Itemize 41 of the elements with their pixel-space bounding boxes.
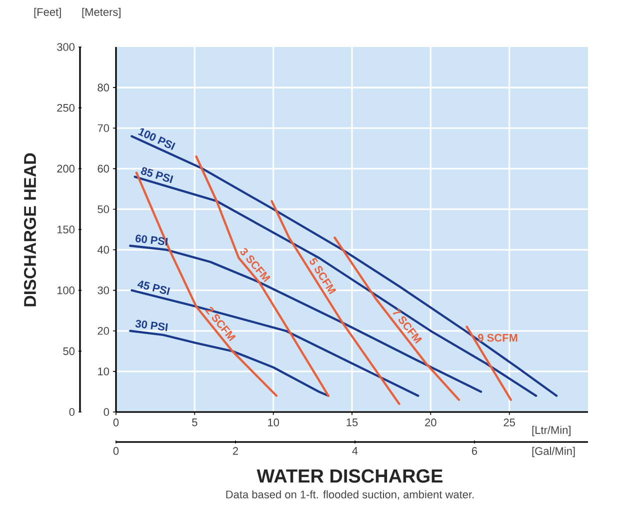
text: [Feet]: [34, 8, 61, 18]
y-axis-title: DISCHARGE HEAD: [24, 153, 36, 306]
y2-tick-label: 80: [98, 84, 110, 92]
x-tick-label: 20: [425, 418, 436, 426]
y2-tick-label: 0: [104, 408, 110, 416]
text: 30 PSI: [135, 320, 168, 332]
x-tick-label: 0: [113, 418, 119, 426]
y-tick-label: 50: [63, 347, 75, 356]
y-tick-label: 150: [57, 226, 75, 234]
text: [Ltr/Min]: [532, 426, 570, 436]
y2-tick-label: 30: [98, 286, 110, 294]
text: [Meters]: [82, 8, 120, 18]
y-tick-label: 200: [57, 164, 75, 173]
text: 85 PSI: [140, 167, 174, 184]
y-tick-label: 0: [69, 408, 75, 416]
y-tick-label: 100: [57, 286, 75, 294]
text: 45 PSI: [137, 280, 170, 296]
y2-tick-label: 20: [98, 327, 110, 335]
text: [Gal/Min]: [532, 446, 575, 458]
line-series: [270, 200, 400, 405]
x2-tick-label: 2: [232, 447, 238, 455]
x-tick-label: 10: [268, 418, 280, 426]
x2-tick-label: 0: [113, 447, 119, 455]
line-series: [129, 244, 482, 393]
x2-tick-label: 6: [472, 447, 478, 455]
text: 60 PSI: [136, 234, 168, 246]
y2-tick-label: 10: [98, 368, 110, 376]
series-label: 9 SCFM: [478, 334, 518, 342]
x-tick-label: 15: [346, 418, 358, 426]
x-tick-label: 5: [192, 418, 198, 426]
x2-tick-label: 4: [352, 447, 358, 455]
y2-tick-label: 70: [98, 124, 110, 132]
y2-tick-label: 40: [97, 246, 110, 254]
y2-tick-label: 60: [98, 164, 110, 173]
text: 100 PSI: [138, 128, 176, 150]
x-axis-title: WATER DISCHARGE: [256, 469, 442, 483]
y-tick-label: 300: [57, 43, 75, 51]
text: Data based on 1-ft. flooded suction, ambient water.: [226, 490, 474, 500]
y2-tick-label: 50: [98, 205, 110, 214]
x-tick-label: 25: [504, 418, 515, 426]
y-tick-label: 250: [57, 104, 75, 112]
